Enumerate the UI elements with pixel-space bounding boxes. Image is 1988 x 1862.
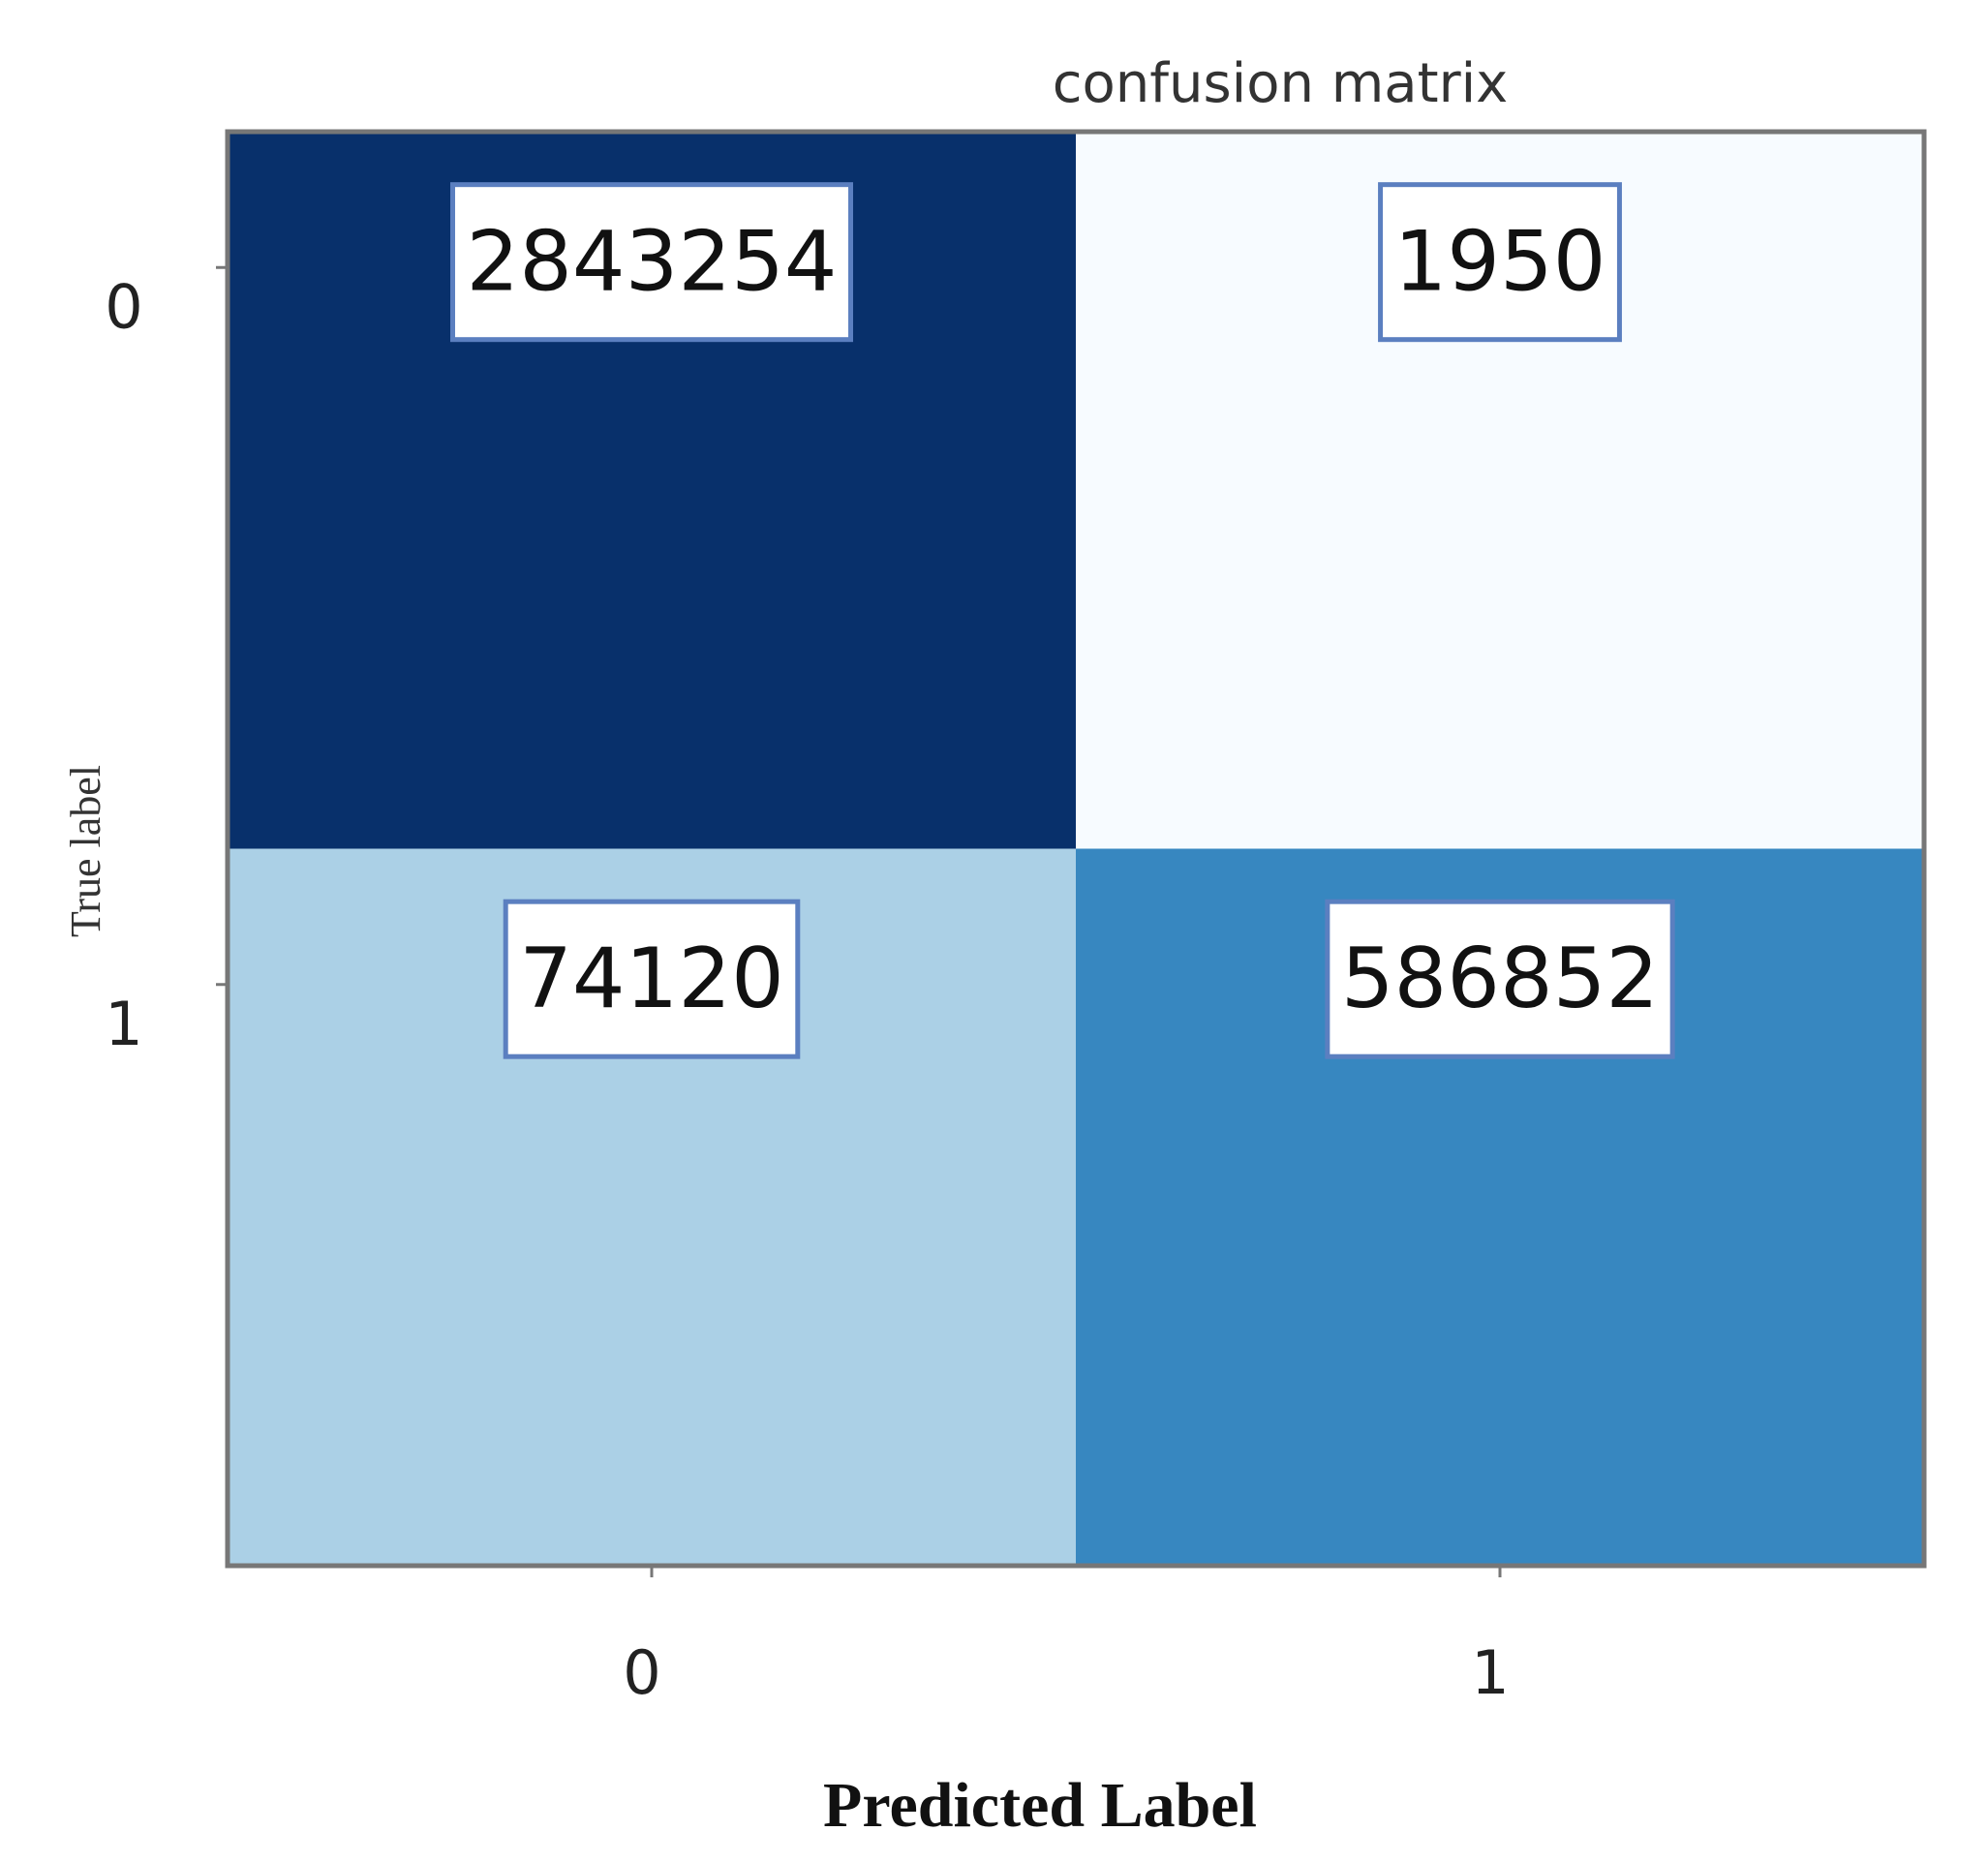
x-tick-label: 0 bbox=[623, 1637, 660, 1708]
value-label-box bbox=[1325, 899, 1675, 1059]
x-axis-label: Predicted Label bbox=[823, 1770, 1257, 1841]
value-label-box bbox=[503, 899, 801, 1059]
value-label: 1950 bbox=[1394, 214, 1606, 311]
y-tick-label: 0 bbox=[105, 271, 142, 342]
x-tick-label: 1 bbox=[1471, 1637, 1509, 1708]
value-label-box bbox=[1378, 182, 1622, 343]
value-label-box bbox=[449, 182, 854, 343]
plot-frame bbox=[225, 129, 1927, 1569]
value-label: 586852 bbox=[1341, 931, 1659, 1027]
chart-title: confusion matrix bbox=[1053, 52, 1509, 115]
value-label: 2843254 bbox=[466, 214, 837, 311]
y-axis-label: True label bbox=[62, 765, 109, 937]
y-tick-label: 1 bbox=[105, 989, 142, 1059]
value-label: 74120 bbox=[519, 931, 784, 1027]
